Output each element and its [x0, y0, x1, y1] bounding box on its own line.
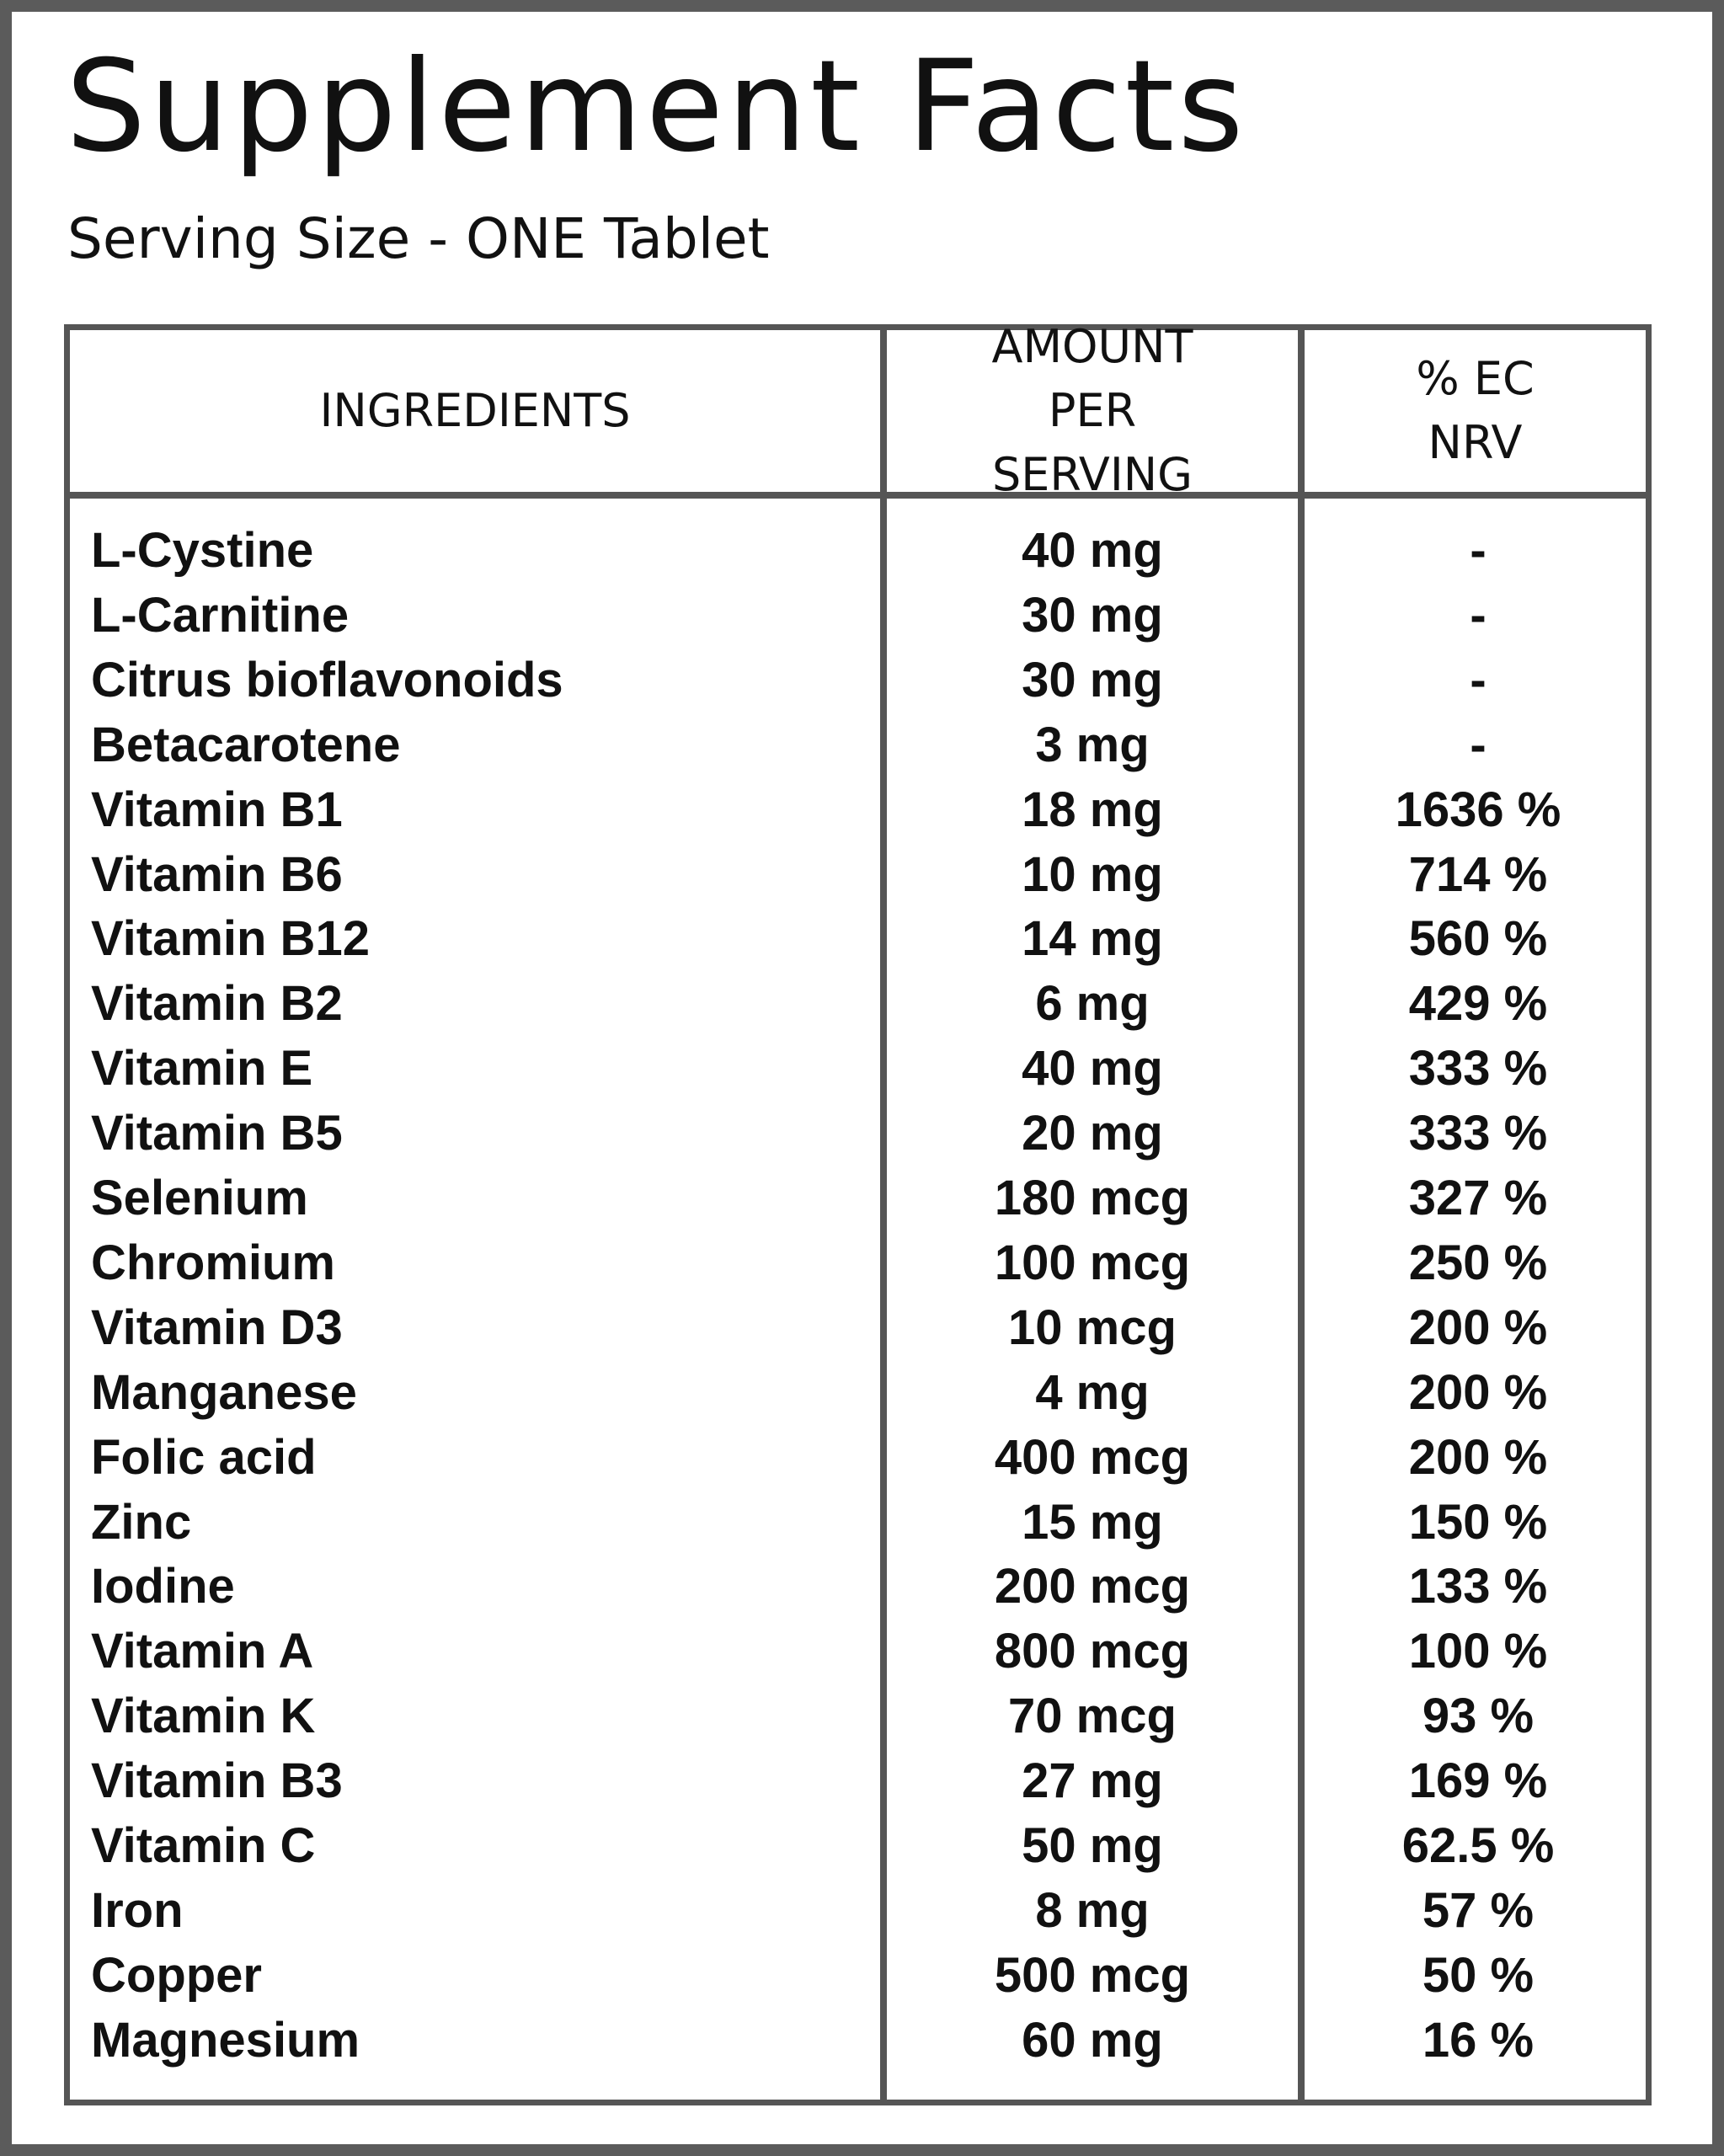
nrv: - — [1470, 652, 1486, 707]
nrv: 200 % — [1408, 1364, 1548, 1420]
column-header: % EC NRV — [1416, 352, 1535, 469]
ingredient: Vitamin D3 — [91, 1299, 343, 1355]
nrv: 150 % — [1408, 1494, 1548, 1550]
nrv: 429 % — [1408, 976, 1548, 1032]
nrv: 93 % — [1422, 1689, 1535, 1744]
ingredient: Vitamin B3 — [91, 1753, 343, 1809]
nrv: 57 % — [1422, 1882, 1535, 1938]
amount: 40 mg — [1022, 523, 1163, 578]
ingredient: Iodine — [91, 1559, 235, 1614]
ingredient: Vitamin K — [91, 1689, 316, 1744]
column-header: AMOUNT PER SERVING — [991, 320, 1193, 501]
ingredient: Copper — [91, 1947, 262, 2003]
nrv: - — [1470, 717, 1486, 772]
nrv: - — [1470, 587, 1486, 643]
amount: 14 mg — [1022, 911, 1163, 967]
nrv: 333 % — [1408, 1106, 1548, 1161]
ingredient: Zinc — [91, 1494, 192, 1550]
amount: 10 mg — [1022, 846, 1163, 902]
nrv: 327 % — [1408, 1171, 1548, 1225]
ingredient: Chromium — [91, 1235, 335, 1290]
amount: 3 mg — [1035, 717, 1150, 772]
ingredient: Vitamin B2 — [91, 976, 343, 1032]
table: INGREDIENTS AMOUNT PER SERVING % EC NRV … — [64, 320, 1652, 2105]
nrv: - — [1470, 523, 1486, 578]
amount: 800 mcg — [994, 1624, 1191, 1679]
nrv: 714 % — [1408, 846, 1548, 902]
ingredient: L-Carnitine — [91, 587, 350, 643]
amount: 40 mg — [1022, 1041, 1163, 1097]
ingredient: Vitamin B1 — [91, 782, 343, 837]
nrv: 1636 % — [1395, 782, 1561, 837]
ingredient: Selenium — [91, 1171, 308, 1225]
title: Supplement Facts — [66, 34, 1247, 180]
column-divider — [1298, 330, 1305, 2100]
column-divider — [880, 330, 887, 2100]
amount: 27 mg — [1022, 1753, 1163, 1809]
ingredient: L-Cystine — [91, 523, 314, 578]
nrv: 50 % — [1422, 1947, 1535, 2003]
ingredient: Manganese — [91, 1364, 357, 1420]
ingredient: Magnesium — [91, 2012, 360, 2068]
nrv: 250 % — [1408, 1235, 1548, 1290]
amount: 8 mg — [1035, 1882, 1150, 1938]
serving-size: Serving Size - ONE Tablet — [67, 206, 770, 271]
ingredient: Vitamin A — [91, 1624, 314, 1679]
header-divider — [70, 492, 1646, 499]
nrv: 333 % — [1408, 1041, 1548, 1097]
ingredient: Folic acid — [91, 1429, 317, 1485]
amount: 30 mg — [1022, 652, 1163, 707]
amount: 180 mcg — [994, 1171, 1191, 1225]
amount: 20 mg — [1022, 1106, 1163, 1161]
amount: 10 mcg — [1008, 1299, 1177, 1355]
amount: 50 mg — [1022, 1818, 1163, 1873]
amount: 400 mcg — [994, 1429, 1191, 1485]
amount: 60 mg — [1022, 2012, 1163, 2068]
nrv: 200 % — [1408, 1299, 1548, 1355]
amount: 200 mcg — [994, 1559, 1191, 1614]
ingredient: Vitamin B12 — [91, 911, 370, 967]
nrv: 100 % — [1408, 1624, 1548, 1679]
amount: 30 mg — [1022, 587, 1163, 643]
amount: 100 mcg — [994, 1235, 1191, 1290]
nrv: 560 % — [1408, 911, 1548, 967]
ingredient: Vitamin C — [91, 1818, 316, 1873]
amount: 70 mcg — [1008, 1689, 1177, 1744]
nrv: 200 % — [1408, 1429, 1548, 1485]
ingredient: Vitamin B6 — [91, 846, 343, 902]
amount: 500 mcg — [994, 1947, 1191, 2003]
nrv: 133 % — [1408, 1559, 1548, 1614]
nrv: 16 % — [1422, 2012, 1535, 2068]
amount: 6 mg — [1035, 976, 1150, 1032]
nrv: 169 % — [1408, 1753, 1548, 1809]
ingredient: Citrus bioflavonoids — [91, 652, 563, 707]
amount: 15 mg — [1022, 1494, 1163, 1550]
ingredient: Betacarotene — [91, 717, 401, 772]
ingredient: Iron — [91, 1882, 184, 1938]
amount: 18 mg — [1022, 782, 1163, 837]
nrv: 62.5 % — [1401, 1818, 1555, 1873]
column-header: INGREDIENTS — [319, 384, 631, 437]
ingredient: Vitamin B5 — [91, 1106, 343, 1161]
ingredient: Vitamin E — [91, 1041, 313, 1097]
amount: 4 mg — [1035, 1364, 1150, 1420]
